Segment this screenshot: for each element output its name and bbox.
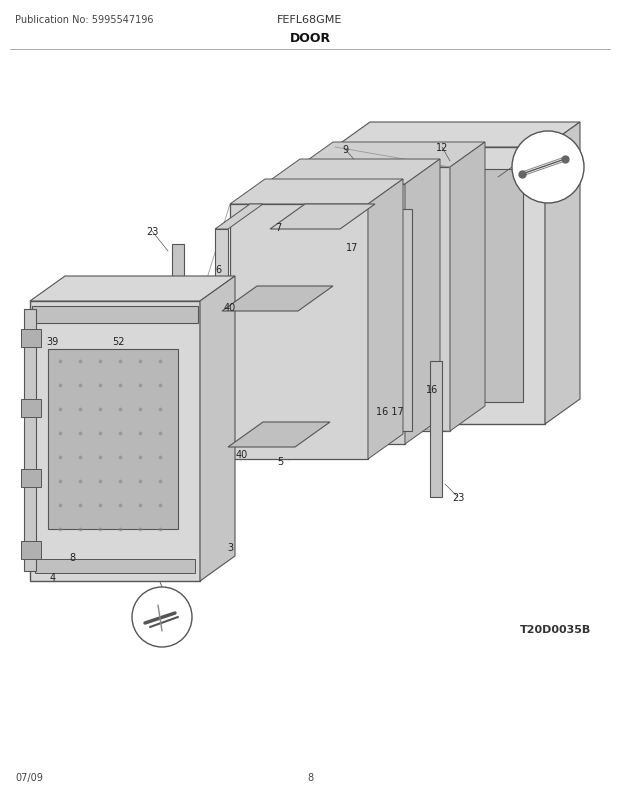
Text: 17: 17	[346, 243, 358, 253]
Polygon shape	[270, 205, 375, 229]
Polygon shape	[32, 306, 198, 323]
Text: 52: 52	[112, 337, 124, 346]
Polygon shape	[215, 229, 228, 461]
Text: 8: 8	[307, 772, 313, 782]
Text: 5: 5	[277, 456, 283, 467]
Polygon shape	[35, 559, 195, 573]
Circle shape	[512, 132, 584, 204]
Circle shape	[132, 587, 192, 647]
Polygon shape	[450, 143, 485, 431]
Text: 23: 23	[452, 492, 464, 502]
Text: 16 17: 16 17	[376, 407, 404, 416]
Text: 4: 4	[50, 573, 56, 582]
Polygon shape	[405, 160, 440, 444]
Polygon shape	[400, 210, 412, 431]
Polygon shape	[21, 399, 41, 418]
Text: 40: 40	[224, 302, 236, 313]
Polygon shape	[172, 245, 184, 439]
Polygon shape	[265, 184, 405, 444]
Polygon shape	[222, 286, 333, 312]
Polygon shape	[21, 330, 41, 347]
Text: FEFL68GME: FEFL68GME	[277, 15, 343, 25]
Text: 3: 3	[227, 542, 233, 553]
Polygon shape	[30, 302, 200, 581]
Polygon shape	[30, 277, 235, 302]
Polygon shape	[48, 350, 178, 529]
Text: 7: 7	[275, 223, 281, 233]
Polygon shape	[21, 469, 41, 488]
Polygon shape	[545, 123, 580, 424]
Text: 39: 39	[46, 337, 58, 346]
Polygon shape	[357, 170, 523, 403]
Text: DOOR: DOOR	[290, 31, 330, 44]
Text: 10: 10	[524, 152, 536, 162]
Polygon shape	[335, 148, 545, 424]
Polygon shape	[24, 310, 36, 571]
Text: 23: 23	[146, 227, 158, 237]
Text: 07/09: 07/09	[15, 772, 43, 782]
Text: Publication No: 5995547196: Publication No: 5995547196	[15, 15, 154, 25]
Polygon shape	[265, 160, 440, 184]
Polygon shape	[215, 205, 263, 229]
Polygon shape	[430, 362, 442, 497]
Polygon shape	[298, 168, 450, 431]
Text: ereplacementparts.com: ereplacementparts.com	[226, 453, 334, 462]
Text: 60B: 60B	[138, 616, 157, 626]
Text: 6: 6	[215, 265, 221, 274]
Text: 16: 16	[426, 384, 438, 395]
Polygon shape	[335, 123, 580, 148]
Polygon shape	[230, 205, 368, 460]
Polygon shape	[230, 180, 403, 205]
Text: T20D0035B: T20D0035B	[520, 624, 591, 634]
Polygon shape	[21, 541, 41, 559]
Text: 9: 9	[342, 145, 348, 155]
Text: 8: 8	[69, 553, 75, 562]
Polygon shape	[200, 277, 235, 581]
Polygon shape	[302, 237, 398, 431]
Polygon shape	[368, 180, 403, 460]
Polygon shape	[228, 423, 330, 448]
Polygon shape	[298, 143, 485, 168]
Text: 12: 12	[436, 143, 448, 153]
Text: 40: 40	[236, 449, 248, 460]
